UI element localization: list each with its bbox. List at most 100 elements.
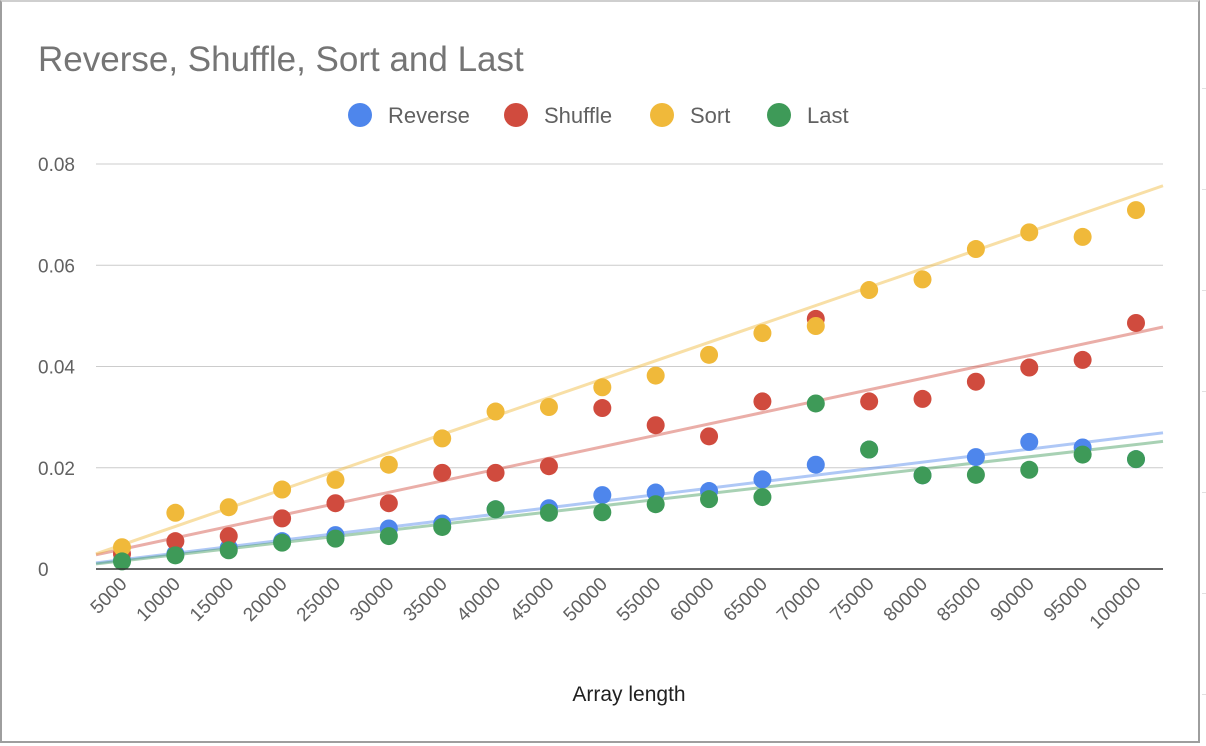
x-tick-label: 35000 bbox=[400, 574, 452, 626]
chart-title: Reverse, Shuffle, Sort and Last bbox=[38, 40, 524, 79]
sort-point bbox=[273, 480, 292, 499]
y-tick-label: 0.08 bbox=[38, 155, 75, 176]
x-tick-label: 50000 bbox=[560, 574, 612, 626]
last-point bbox=[646, 495, 665, 514]
x-tick-label: 100000 bbox=[1086, 574, 1146, 634]
sort-point bbox=[433, 429, 452, 448]
reverse-point bbox=[1020, 432, 1039, 451]
x-tick-label: 95000 bbox=[1040, 574, 1092, 626]
sheet-gridline bbox=[1202, 694, 1206, 695]
y-axis-ticks: 0 0.02 0.04 0.06 0.08 bbox=[38, 155, 75, 581]
last-point bbox=[326, 529, 345, 548]
reverse-point bbox=[806, 455, 825, 474]
sheet-gridline bbox=[1202, 189, 1206, 190]
last-point bbox=[539, 503, 558, 522]
sort-point bbox=[966, 240, 985, 259]
shuffle-point bbox=[1020, 358, 1039, 377]
x-tick-label: 40000 bbox=[453, 574, 505, 626]
sheet-gridline bbox=[1202, 290, 1206, 291]
x-tick-label: 90000 bbox=[987, 574, 1039, 626]
sort-point bbox=[326, 470, 345, 489]
shuffle-point bbox=[860, 392, 879, 411]
sort-point bbox=[1127, 201, 1145, 220]
y-tick-label: 0 bbox=[38, 560, 49, 581]
reverse-legend-marker bbox=[348, 103, 372, 127]
shuffle-point bbox=[753, 392, 772, 411]
shuffle-point bbox=[1127, 313, 1145, 332]
x-tick-label: 5000 bbox=[87, 574, 132, 619]
sheet-gridline bbox=[1202, 391, 1206, 392]
sort-point bbox=[913, 270, 932, 289]
last-point bbox=[273, 533, 292, 552]
x-tick-label: 45000 bbox=[506, 574, 558, 626]
legend-label-reverse: Reverse bbox=[388, 103, 470, 128]
last-point bbox=[486, 500, 505, 519]
last-point bbox=[700, 490, 719, 509]
last-trendline bbox=[95, 439, 1164, 566]
x-tick-label: 65000 bbox=[720, 574, 772, 626]
last-point bbox=[860, 440, 879, 459]
legend: Reverse Shuffle Sort Last bbox=[348, 103, 849, 128]
last-point bbox=[1020, 460, 1039, 479]
last-point bbox=[806, 394, 825, 413]
sheet-edge bbox=[1201, 0, 1206, 746]
x-tick-label: 70000 bbox=[773, 574, 825, 626]
sort-point bbox=[379, 455, 398, 474]
reverse-point bbox=[753, 470, 772, 489]
data-points bbox=[113, 201, 1145, 571]
x-tick-label: 55000 bbox=[613, 574, 665, 626]
y-tick-label: 0.04 bbox=[38, 358, 75, 379]
y-tick-label: 0.06 bbox=[38, 256, 75, 277]
shuffle-trendline bbox=[95, 325, 1164, 557]
sort-point bbox=[219, 498, 238, 517]
shuffle-point bbox=[539, 457, 558, 476]
sort-point bbox=[113, 538, 131, 557]
x-tick-label: 80000 bbox=[880, 574, 932, 626]
sort-point bbox=[1020, 223, 1039, 242]
sort-point bbox=[806, 317, 825, 335]
shuffle-legend-marker bbox=[504, 103, 528, 127]
sort-point bbox=[860, 281, 879, 300]
x-tick-label: 60000 bbox=[666, 574, 718, 626]
last-point bbox=[913, 466, 932, 485]
last-point bbox=[433, 517, 452, 536]
sheet-gridline bbox=[1202, 593, 1206, 594]
legend-label-sort: Sort bbox=[690, 103, 730, 128]
shuffle-point bbox=[966, 372, 985, 391]
shuffle-point bbox=[219, 527, 238, 546]
sort-legend-marker bbox=[650, 103, 674, 127]
sort-point bbox=[646, 366, 665, 385]
sort-point bbox=[753, 324, 772, 343]
shuffle-point bbox=[273, 509, 292, 528]
last-point bbox=[753, 488, 772, 507]
x-axis-title: Array length bbox=[572, 683, 685, 706]
shuffle-point bbox=[166, 532, 185, 551]
sheet-gridline bbox=[1202, 88, 1206, 89]
x-axis-ticks: 5000 10000 15000 20000 25000 30000 35000 40000 4… bbox=[87, 574, 1146, 634]
last-point bbox=[1127, 450, 1145, 469]
reverse-point bbox=[593, 486, 612, 505]
legend-label-shuffle: Shuffle bbox=[544, 103, 612, 128]
sort-point bbox=[166, 503, 185, 522]
shuffle-point bbox=[913, 389, 932, 408]
shuffle-point bbox=[646, 416, 665, 435]
x-tick-label: 10000 bbox=[133, 574, 185, 626]
shuffle-point bbox=[379, 494, 398, 513]
x-tick-label: 75000 bbox=[826, 574, 878, 626]
shuffle-point bbox=[593, 399, 612, 418]
sort-point bbox=[700, 345, 719, 364]
shuffle-point bbox=[326, 494, 345, 513]
sort-point bbox=[539, 398, 558, 416]
legend-label-last: Last bbox=[807, 103, 849, 128]
shuffle-point bbox=[700, 427, 719, 446]
last-point bbox=[113, 552, 131, 571]
x-tick-label: 30000 bbox=[346, 574, 398, 626]
sheet-gridline bbox=[1202, 492, 1206, 493]
trendlines bbox=[95, 184, 1164, 566]
shuffle-point bbox=[433, 463, 452, 482]
sort-point bbox=[1073, 227, 1092, 246]
gridlines bbox=[96, 163, 1163, 469]
last-point bbox=[219, 541, 238, 560]
reverse-point bbox=[966, 448, 985, 467]
